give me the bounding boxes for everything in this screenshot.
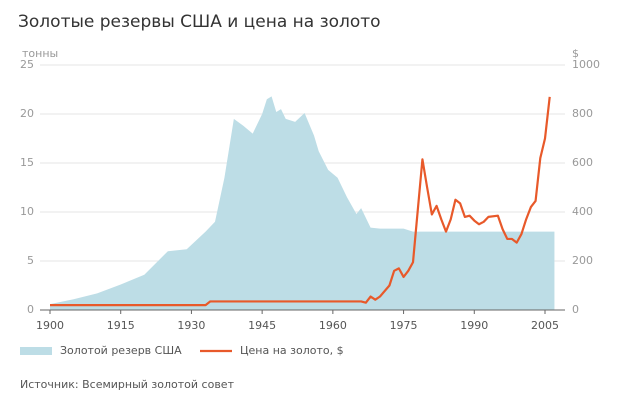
y-tick-label: 15: [20, 156, 34, 169]
x-tick-label: 1915: [107, 319, 135, 332]
chart-title: Золотые резервы США и цена на золото: [18, 12, 381, 32]
y2-tick-label: 0: [572, 303, 579, 316]
area: [50, 96, 555, 310]
y2-tick-label: 400: [572, 205, 593, 218]
x-tick-label: 1945: [248, 319, 276, 332]
y2-tick-label: 200: [572, 254, 593, 267]
x-tick-label: 1990: [460, 319, 488, 332]
y2-tick-label: 800: [572, 107, 593, 120]
y-unit: тонны: [22, 47, 58, 60]
source: Источник: Всемирный золотой совет: [20, 378, 235, 391]
legend-label: Золотой резерв США: [60, 344, 182, 357]
legend-swatch: [20, 347, 52, 355]
y2-tick-label: 1000: [572, 58, 600, 71]
x-tick-label: 1900: [36, 319, 64, 332]
x-tick-label: 1960: [319, 319, 347, 332]
y-tick-label: 5: [27, 254, 34, 267]
y2-unit: $: [572, 47, 579, 60]
y-tick-label: 0: [27, 303, 34, 316]
y-tick-label: 10: [20, 205, 34, 218]
y-tick-label: 25: [20, 58, 34, 71]
legend-label: Цена на золото, $: [240, 344, 344, 357]
y-tick-label: 20: [20, 107, 34, 120]
x-tick-label: 1930: [177, 319, 205, 332]
line: [50, 96, 551, 307]
x-tick-label: 1975: [390, 319, 418, 332]
x-tick-label: 2005: [531, 319, 559, 332]
y2-tick-label: 600: [572, 156, 593, 169]
